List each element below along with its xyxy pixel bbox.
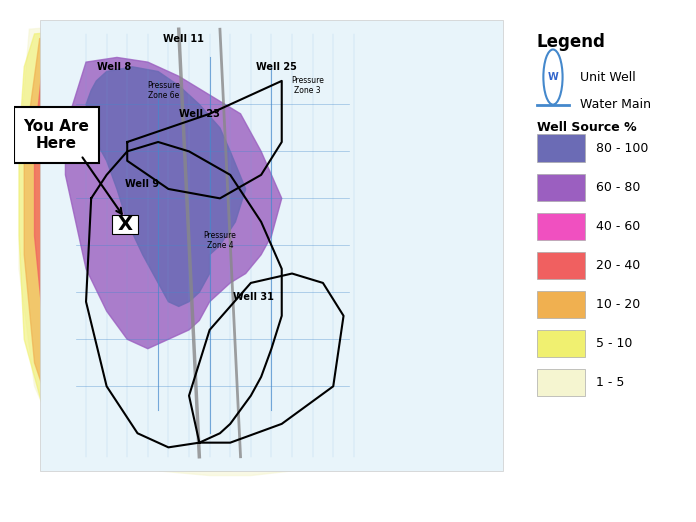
FancyBboxPatch shape — [40, 20, 503, 471]
Text: 80 - 100: 80 - 100 — [596, 142, 649, 155]
Text: Pressure
Zone 3: Pressure Zone 3 — [291, 76, 324, 96]
Polygon shape — [19, 25, 426, 476]
Text: Well 11: Well 11 — [164, 33, 205, 44]
Bar — [537, 330, 585, 357]
Text: 40 - 60: 40 - 60 — [596, 220, 640, 233]
Text: Well 23: Well 23 — [179, 109, 220, 119]
Text: You Are
Here: You Are Here — [23, 118, 89, 151]
Text: 20 - 40: 20 - 40 — [596, 259, 640, 272]
Bar — [537, 291, 585, 318]
Bar — [537, 173, 585, 201]
FancyBboxPatch shape — [112, 215, 138, 234]
Text: Well 31: Well 31 — [233, 292, 274, 302]
Bar — [537, 135, 585, 162]
Text: Well 8: Well 8 — [97, 62, 132, 72]
Text: Well 25: Well 25 — [256, 62, 297, 72]
Polygon shape — [19, 29, 405, 471]
Text: 1 - 5: 1 - 5 — [596, 376, 624, 389]
Text: 60 - 80: 60 - 80 — [596, 181, 640, 194]
Polygon shape — [65, 57, 282, 349]
Text: Legend: Legend — [537, 33, 606, 51]
Text: Unit Well: Unit Well — [580, 70, 636, 84]
FancyBboxPatch shape — [14, 107, 99, 163]
Bar — [537, 252, 585, 279]
Polygon shape — [55, 48, 313, 396]
Text: Pressure
Zone 6e: Pressure Zone 6e — [147, 80, 180, 100]
Polygon shape — [35, 39, 349, 452]
Polygon shape — [86, 67, 246, 306]
Text: Water Main: Water Main — [580, 98, 651, 111]
Polygon shape — [24, 34, 385, 466]
Text: W: W — [548, 72, 558, 82]
Circle shape — [544, 50, 562, 104]
Bar — [537, 212, 585, 240]
Text: 5 - 10: 5 - 10 — [596, 337, 633, 350]
Bar — [537, 369, 585, 396]
Text: Pressure
Zone 4: Pressure Zone 4 — [203, 231, 237, 251]
Text: X: X — [117, 215, 132, 234]
Text: Well 9: Well 9 — [125, 179, 159, 189]
Text: Well Source %: Well Source % — [537, 121, 637, 134]
Text: 10 - 20: 10 - 20 — [596, 298, 640, 311]
